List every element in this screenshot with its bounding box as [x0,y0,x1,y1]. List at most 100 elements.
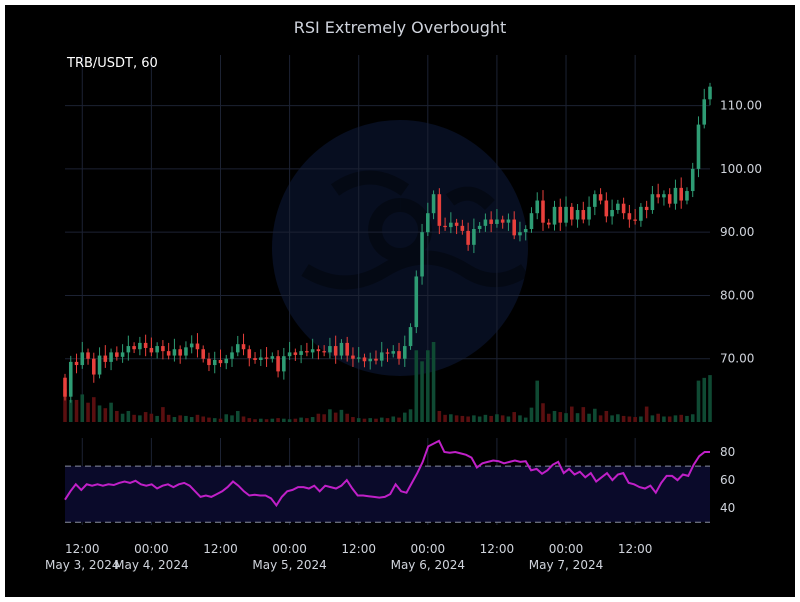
chart-frame: RSI Extremely Overbought 70.00 80.00 90.00… [5,5,795,597]
candle-down [264,357,269,359]
candle-down [558,206,563,223]
candle-up [529,213,534,230]
time-tick-label: 12:00 [65,542,100,556]
time-tick-label: 12:00 [341,542,376,556]
volume-bar [143,412,148,422]
candle-down [644,206,649,211]
volume-bar [420,361,424,422]
volume-bar [264,419,269,422]
rsi-line [64,439,710,508]
volume-bar [483,414,488,422]
volume-bar [333,412,338,422]
candle-down [460,225,465,231]
volume-bar [138,415,142,422]
rsi-tick-label: 80 [720,445,735,459]
candle-up [287,352,292,357]
volume-bars [63,342,712,422]
volume-bar [662,416,666,422]
volume-bar [564,413,568,422]
volume-bar [506,416,511,422]
volume-bar [587,413,591,422]
volume-bar [667,416,672,422]
candle-down [570,206,574,220]
candle-up [702,99,707,125]
candle-up [368,358,373,362]
volume-bar [679,414,683,422]
volume-bar [616,414,620,422]
volume-bar [690,414,695,422]
volume-bar [287,419,292,422]
candle-up [328,346,332,353]
volume-bar [558,412,563,422]
candle-down [604,200,609,217]
volume-bar [466,416,470,422]
volume-bar [166,414,171,422]
volume-bar [120,413,125,422]
volume-bar [362,418,367,422]
candle-down [322,351,326,353]
candle-up [155,346,159,353]
volume-bar [299,417,303,422]
volume-bar [224,414,229,422]
volume-bar [650,415,655,422]
candle-down [374,358,378,361]
candle-down [305,351,309,353]
time-tick-label: 00:00 [411,542,446,556]
date-tick-label: May 6, 2024 [391,558,465,572]
candle-down [241,344,246,350]
candle-down [512,219,516,236]
volume-bar [115,410,119,422]
candle-up [690,168,695,192]
candle-up [696,124,701,169]
volume-bar [385,418,390,422]
date-tick-label: May 5, 2024 [252,558,326,572]
candle-up [616,203,620,211]
candle-down [656,194,660,198]
volume-bar [74,399,79,422]
date-tick-label: May 4, 2024 [114,558,188,572]
volume-bar [155,415,159,422]
candle-down [454,222,459,226]
date-tick-label: May 7, 2024 [529,558,603,572]
volume-bar [374,418,378,422]
candle-up [391,351,396,354]
candle-down [207,358,211,366]
candle-up [483,219,488,226]
candle-down [276,356,280,372]
candle-down [621,203,626,214]
candle-up [184,347,188,356]
volume-bar [529,407,534,422]
volume-bar [305,418,309,422]
volume-bar [702,377,707,422]
volume-bar [397,417,401,422]
volume-bar [310,417,315,422]
volume-bar [184,415,188,422]
volume-bar [195,414,200,422]
candle-down [92,358,96,375]
candle-up [109,352,113,362]
candle-down [500,219,505,223]
time-tick-label: 12:00 [480,542,515,556]
candle-up [310,349,315,353]
candle-down [143,342,148,348]
candle-down [166,351,171,356]
candle-up [120,352,125,357]
time-tick-label: 00:00 [134,542,169,556]
volume-bar [293,418,298,422]
price-tick-label: 80.00 [720,288,754,302]
volume-bar [68,399,73,422]
chart-canvas[interactable]: 70.00 80.00 90.00 100.00 110.00 40 60 80 12:00… [5,5,795,597]
candle-up [299,351,303,355]
candle-down [86,352,90,359]
volume-bar [247,418,252,422]
candle-down [253,358,257,360]
candle-up [230,352,234,359]
candle-down [345,342,349,356]
volume-bar [103,408,108,422]
volume-bar [460,415,465,422]
volume-bar [391,416,396,422]
candle-down [333,346,338,356]
volume-bar [109,402,113,422]
volume-bar [575,413,580,422]
volume-bar [546,413,551,422]
